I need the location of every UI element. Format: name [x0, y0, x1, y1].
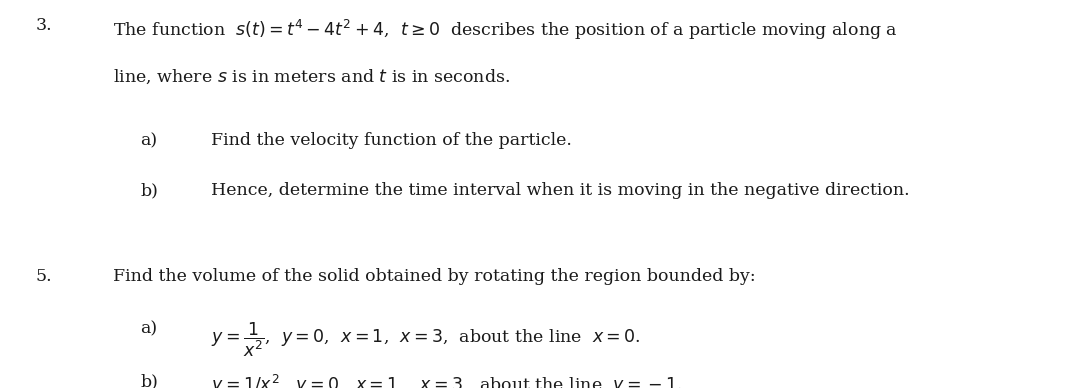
Text: The function  $s(t) = t^4 - 4t^2 + 4$,  $t \geq 0$  describes the position of a : The function $s(t) = t^4 - 4t^2 + 4$, $t… — [113, 17, 899, 42]
Text: $y = 1/x^2$,  $y = 0$,  $x = 1$,   $x = 3$,  about the line  $y = -1$.: $y = 1/x^2$, $y = 0$, $x = 1$, $x = 3$, … — [211, 373, 681, 388]
Text: Find the velocity function of the particle.: Find the velocity function of the partic… — [211, 132, 571, 149]
Text: 3.: 3. — [36, 17, 52, 35]
Text: line, where $s$ is in meters and $t$ is in seconds.: line, where $s$ is in meters and $t$ is … — [113, 68, 511, 86]
Text: b): b) — [140, 373, 159, 388]
Text: b): b) — [140, 182, 159, 199]
Text: a): a) — [140, 320, 158, 337]
Text: $y = \dfrac{1}{x^2}$,  $y = 0$,  $x = 1$,  $x = 3$,  about the line  $x = 0$.: $y = \dfrac{1}{x^2}$, $y = 0$, $x = 1$, … — [211, 320, 640, 359]
Text: a): a) — [140, 132, 158, 149]
Text: Hence, determine the time interval when it is moving in the negative direction.: Hence, determine the time interval when … — [211, 182, 909, 199]
Text: 5.: 5. — [36, 268, 52, 285]
Text: Find the volume of the solid obtained by rotating the region bounded by:: Find the volume of the solid obtained by… — [113, 268, 756, 285]
